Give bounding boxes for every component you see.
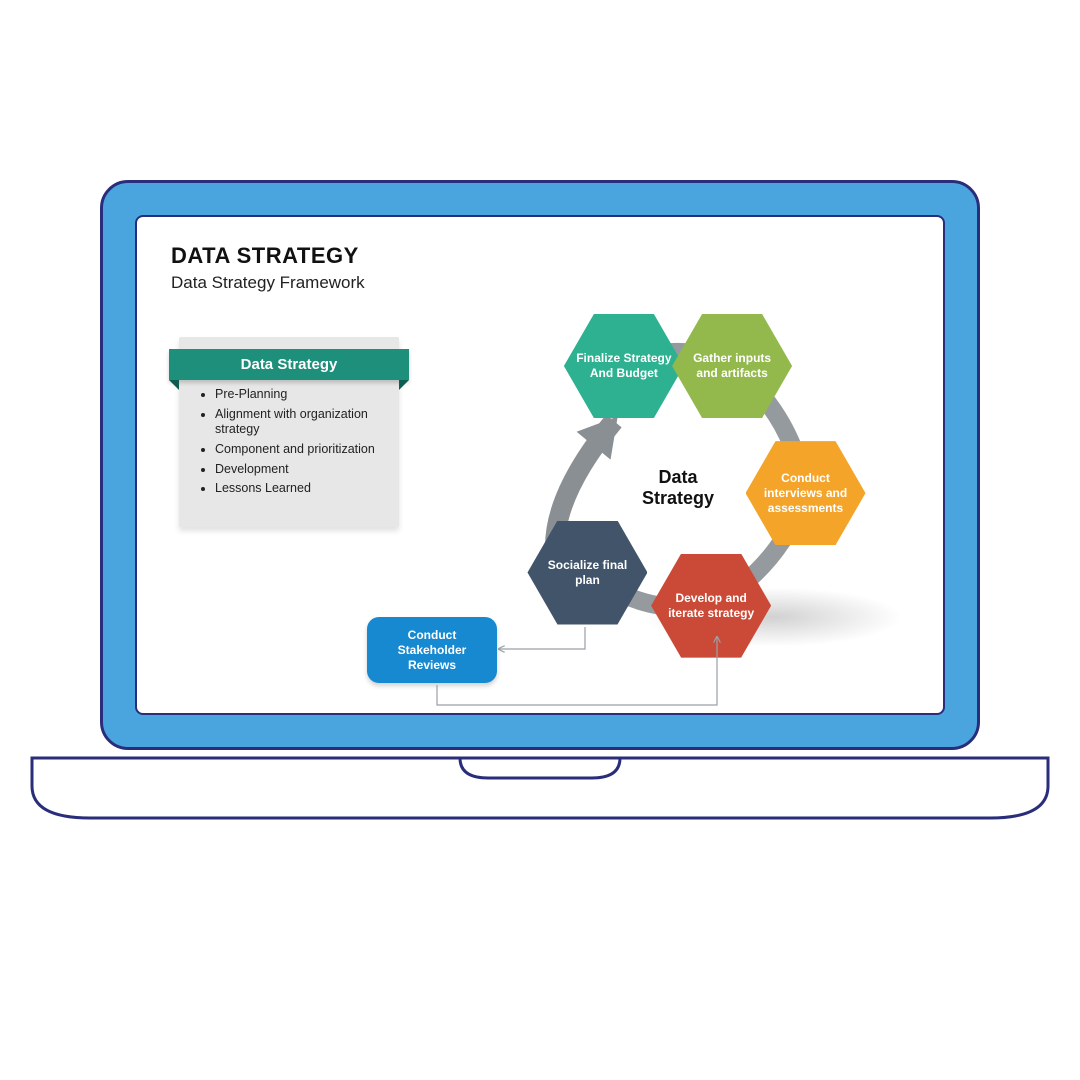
slide-content: DATA STRATEGY Data Strategy Framework Pr… [137,217,943,713]
data-strategy-card: Pre-Planning Alignment with organization … [179,337,399,527]
card-header: Data Strategy [169,349,409,380]
cycle-center-label: Data Strategy [618,467,738,508]
laptop-frame: DATA STRATEGY Data Strategy Framework Pr… [100,180,980,826]
cycle-node-label: Finalize Strategy And Budget [574,351,674,381]
stakeholder-box: Conduct Stakeholder Reviews [367,617,497,683]
cycle-node-label: Gather inputs and artifacts [682,351,782,381]
card-bullet-list: Pre-Planning Alignment with organization … [197,387,381,497]
card-bullet: Development [215,462,381,478]
slide-title: DATA STRATEGY [171,243,359,269]
cycle-node-label: Conduct interviews and assessments [756,471,856,516]
cycle-node-label: Develop and iterate strategy [661,591,761,621]
stakeholder-label: Conduct Stakeholder Reviews [377,628,487,673]
card-bullet: Component and prioritization [215,442,381,458]
cycle-center-bottom: Strategy [642,488,714,508]
laptop-lid: DATA STRATEGY Data Strategy Framework Pr… [100,180,980,750]
card-bullet: Lessons Learned [215,481,381,497]
cycle-center-top: Data [658,467,697,487]
laptop-screen: DATA STRATEGY Data Strategy Framework Pr… [135,215,945,715]
laptop-base-svg [30,756,1050,826]
cycle-diagram: Data Strategy Finalize Strategy And Budg… [473,297,883,677]
laptop-base [30,756,1050,826]
slide-subtitle: Data Strategy Framework [171,273,365,293]
card-bullet: Alignment with organization strategy [215,407,381,438]
cycle-node-label: Socialize final plan [537,558,637,588]
card-bullet: Pre-Planning [215,387,381,403]
